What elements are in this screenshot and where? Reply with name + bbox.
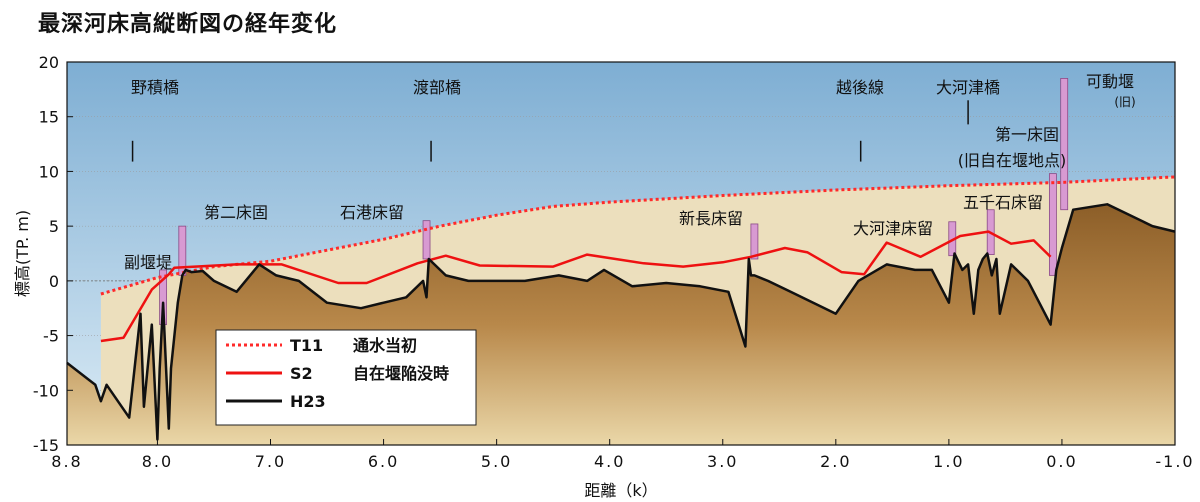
y-tick-label: 5: [49, 217, 59, 236]
plot-frame: [66, 61, 1176, 446]
legend-label-t11: 通水当初: [353, 336, 417, 355]
weir-structure: [750, 223, 759, 260]
y-tick-label: 10: [39, 162, 59, 181]
legend-code-h23: H23: [290, 392, 326, 411]
axes: 20 15 10 5 0 -5 -10 -158.8 8.0 7.0 6.0 5.0 4.0 3.0 2.0…: [13, 53, 1194, 500]
weir-label: 可動堰: [1086, 72, 1134, 91]
bridge-label: 越後線: [836, 78, 884, 97]
x-tick-label: 5.0: [481, 452, 512, 471]
x-tick-label: 8.8: [51, 452, 82, 471]
structure-note: (旧自在堰地点): [958, 151, 1067, 170]
structure-label: 石港床留: [340, 203, 404, 222]
y-tick-label: 20: [39, 53, 59, 72]
bridge-label: 大河津橋: [936, 78, 1000, 97]
x-axis-label: 距離（k）: [584, 481, 657, 500]
legend-code-t11: T11: [290, 336, 323, 355]
structure-label: 副堰堤: [124, 253, 172, 272]
legend-label-s2: 自在堰陥没時: [353, 364, 449, 383]
weir-structure: [1060, 78, 1069, 211]
y-tick-label: 0: [49, 272, 59, 291]
weir-note: (旧): [1114, 95, 1135, 109]
legend-box: [215, 329, 477, 426]
y-tick-label: 15: [39, 108, 59, 127]
y-tick-label: -5: [43, 327, 59, 346]
legend-code-s2: S2: [290, 364, 313, 383]
series-s2-line: [100, 230, 1052, 343]
x-tick-label: 6.0: [368, 452, 399, 471]
legend: T11 通水当初 S2 自在堰陥没時 H23: [215, 329, 477, 426]
x-tick-label: -1.0: [1155, 452, 1194, 471]
x-tick-label: 8.0: [142, 452, 173, 471]
x-tick-label: 2.0: [820, 452, 851, 471]
x-tick-label: 7.0: [255, 452, 286, 471]
structure-label: 新長床留: [679, 209, 743, 228]
structure-label: 第一床固: [995, 125, 1059, 144]
page-title: 最深河床高縦断図の経年変化: [38, 12, 338, 37]
y-tick-label: -15: [33, 436, 59, 455]
weir-structure: [1048, 173, 1057, 276]
x-tick-label: 0.0: [1046, 452, 1077, 471]
series-lines: [66, 175, 1176, 441]
bridge-label: 野積橋: [131, 78, 179, 97]
x-tick-label: 4.0: [594, 452, 625, 471]
x-tick-label: 3.0: [707, 452, 738, 471]
series-t11-line: [100, 175, 1176, 296]
y-tick-label: -10: [33, 381, 59, 400]
y-axis-label: 標高(TP. m): [13, 210, 32, 297]
series-h23-line: [66, 203, 1176, 441]
structure-label: 五千石床留: [963, 193, 1043, 212]
bridge-label: 渡部橋: [413, 78, 461, 97]
structure-label: 大河津床留: [853, 219, 933, 238]
weir-structure: [422, 220, 431, 260]
x-tick-label: 1.0: [933, 452, 964, 471]
structure-label: 第二床固: [204, 203, 268, 222]
